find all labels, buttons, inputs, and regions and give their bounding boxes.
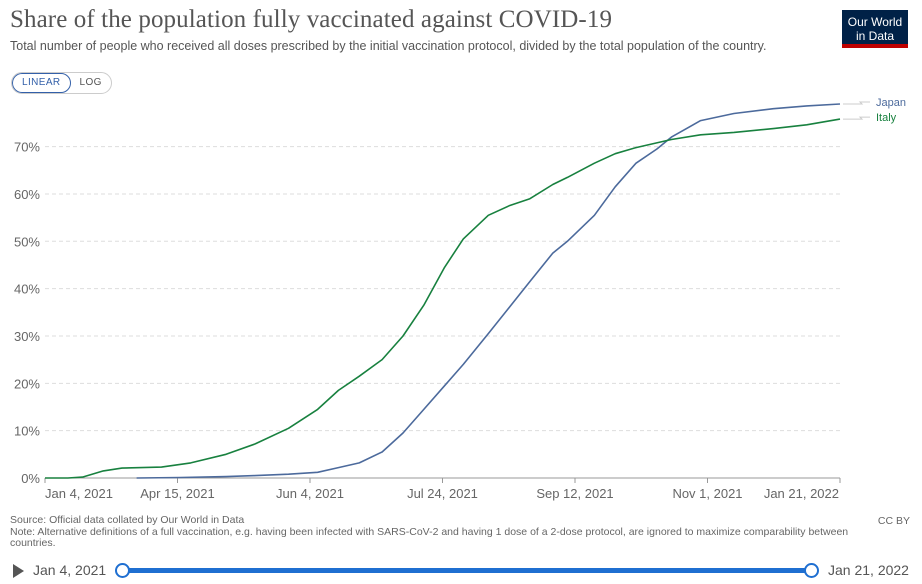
y-tick-label: 50% bbox=[14, 234, 40, 249]
timeline-start-handle[interactable] bbox=[115, 563, 130, 578]
y-tick-label: 10% bbox=[14, 424, 40, 439]
timeline-start-label: Jan 4, 2021 bbox=[33, 562, 107, 578]
owid-logo[interactable]: Our World in Data bbox=[842, 10, 908, 48]
y-tick-label: 40% bbox=[14, 282, 40, 297]
y-tick-label: 30% bbox=[14, 329, 40, 344]
y-tick-label: 70% bbox=[14, 140, 40, 155]
source-text: Source: Official data collated by Our Wo… bbox=[10, 514, 245, 526]
license-link[interactable]: CC BY bbox=[877, 515, 910, 527]
timeline: Jan 4, 2021 Jan 21, 2022 bbox=[0, 560, 922, 584]
x-tick-label: Apr 15, 2021 bbox=[140, 486, 214, 501]
timeline-end-handle[interactable] bbox=[804, 563, 819, 578]
series-line-japan bbox=[136, 103, 841, 479]
x-tick-label: Nov 1, 2021 bbox=[672, 486, 742, 501]
scale-toggle: LINEAR LOG bbox=[11, 72, 112, 94]
play-icon[interactable] bbox=[13, 564, 24, 578]
x-tick-label: Jul 24, 2021 bbox=[407, 486, 478, 501]
x-tick-label: Jan 21, 2022 bbox=[764, 486, 839, 501]
x-tick-label: Jan 4, 2021 bbox=[45, 486, 113, 501]
logo-line-2: in Data bbox=[855, 29, 895, 43]
y-tick-label: 20% bbox=[14, 376, 40, 391]
series-line-italy bbox=[45, 118, 841, 479]
chart-title: Share of the population fully vaccinated… bbox=[10, 6, 613, 33]
series-leader-line bbox=[843, 116, 870, 120]
linear-scale-button[interactable]: LINEAR bbox=[12, 73, 71, 93]
log-scale-button[interactable]: LOG bbox=[79, 77, 102, 88]
x-tick-label: Sep 12, 2021 bbox=[536, 486, 613, 501]
y-tick-label: 0% bbox=[21, 471, 40, 486]
line-chart: 0% 10% 20% 30% 40% 50% 60% 70% Jan 4, 2021 Apr 15… bbox=[14, 97, 906, 501]
timeline-end-label: Jan 21, 2022 bbox=[828, 562, 909, 578]
series-label-italy: Italy bbox=[876, 112, 897, 124]
y-tick-label: 60% bbox=[14, 187, 40, 202]
timeline-track[interactable] bbox=[122, 568, 811, 573]
x-tick-label: Jun 4, 2021 bbox=[276, 486, 344, 501]
chart-footer: Source: Official data collated by Our Wo… bbox=[10, 514, 870, 550]
series-label-japan: Japan bbox=[876, 97, 906, 109]
series-leader-line bbox=[843, 101, 870, 105]
chart-subtitle: Total number of people who received all … bbox=[10, 39, 767, 53]
logo-accent-bar bbox=[842, 44, 908, 48]
logo-line-1: Our World bbox=[847, 15, 903, 29]
note-text: Note: Alternative definitions of a full … bbox=[10, 525, 849, 549]
